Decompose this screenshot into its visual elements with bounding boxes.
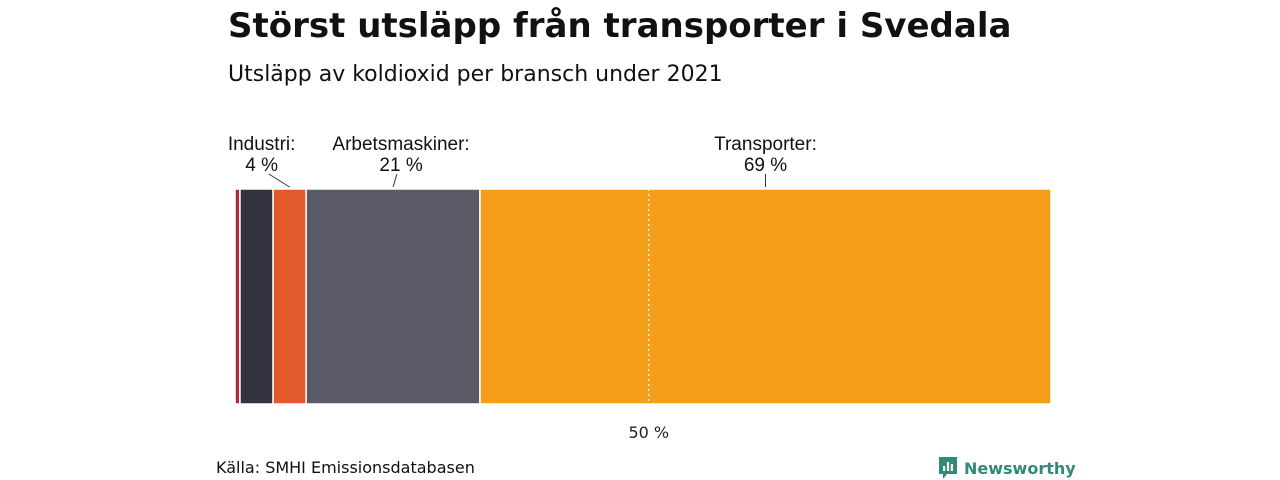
segment-value-industri: 4 % <box>245 155 278 176</box>
brand-name: Newsworthy <box>964 458 1076 478</box>
segment-value-arbetsmaskiner: 21 % <box>379 155 422 176</box>
source-note: Källa: SMHI Emissionsdatabasen <box>216 458 475 477</box>
leader-line-arbetsmaskiner <box>392 173 398 188</box>
chart-subtitle: Utsläpp av koldioxid per bransch under 2… <box>228 62 723 87</box>
bar-segment-transporter <box>479 188 1052 405</box>
chart-title: Störst utsläpp från transporter i Svedal… <box>228 6 1012 46</box>
leader-line-industri <box>268 173 290 188</box>
bar-segment-övrigt-2 <box>239 188 274 405</box>
bar-segment-industri <box>272 188 307 405</box>
segment-value-transporter: 69 % <box>744 155 787 176</box>
segment-label-industri: Industri: <box>228 134 296 155</box>
reference-line-label: 50 % <box>628 423 669 442</box>
newsworthy-logo-icon <box>939 457 957 479</box>
brand-logo: Newsworthy <box>938 456 1076 480</box>
segment-label-transporter: Transporter: <box>714 134 817 155</box>
bar-segment-arbetsmaskiner <box>305 188 481 405</box>
segment-label-arbetsmaskiner: Arbetsmaskiner: <box>332 134 469 155</box>
